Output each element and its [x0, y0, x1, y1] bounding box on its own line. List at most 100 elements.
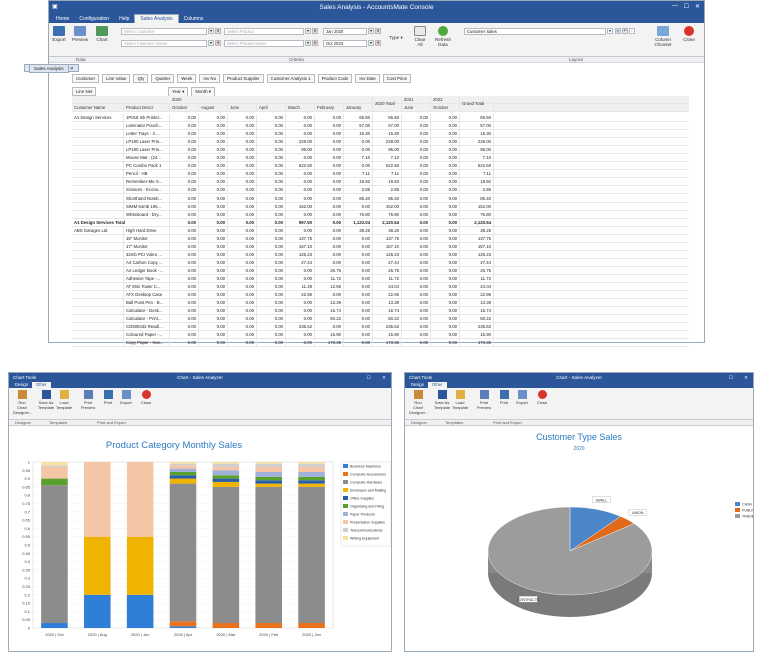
- product-cell[interactable]: Mouse Mat - (24...: [124, 154, 170, 163]
- value-cell[interactable]: 0.00: [402, 202, 431, 211]
- bar-segment[interactable]: [41, 465, 68, 467]
- bar-segment[interactable]: [255, 476, 282, 481]
- value-cell[interactable]: 0.00: [315, 138, 344, 147]
- value-cell[interactable]: 0.00: [431, 323, 460, 332]
- customer-cell[interactable]: [72, 291, 124, 300]
- value-cell[interactable]: 0.00: [431, 234, 460, 243]
- value-cell[interactable]: 0.00: [170, 242, 199, 251]
- value-cell[interactable]: 7.11: [460, 170, 494, 179]
- layout-dropdown-icon[interactable]: ▾: [607, 28, 613, 34]
- layout-combo[interactable]: Customer Sales: [464, 28, 606, 35]
- bar-segment[interactable]: [255, 623, 282, 628]
- value-cell[interactable]: 0.00: [431, 266, 460, 275]
- value-cell[interactable]: 228.00: [373, 138, 402, 147]
- customer-dropdown-icon[interactable]: ▾: [208, 28, 214, 34]
- value-cell[interactable]: 0.00: [199, 170, 228, 179]
- product-cell[interactable]: Copy Paper - Nov...: [124, 339, 170, 348]
- product-cell[interactable]: A4 Ledger Book -...: [124, 266, 170, 275]
- value-cell[interactable]: 38.25: [460, 226, 494, 235]
- value-cell[interactable]: 0.00: [199, 331, 228, 340]
- value-cell[interactable]: 0.00: [431, 250, 460, 259]
- bar-segment[interactable]: [212, 478, 240, 482]
- value-cell[interactable]: 0.00: [228, 146, 257, 155]
- value-cell[interactable]: 0.00: [431, 178, 460, 187]
- value-cell[interactable]: 0.00: [199, 218, 228, 227]
- product-cell[interactable]: CD500432 Read/...: [124, 323, 170, 332]
- date-from-clear-icon[interactable]: ✕: [375, 28, 381, 34]
- chart_window_2-btn-3[interactable]: Print Preview: [475, 390, 493, 410]
- value-cell[interactable]: 0.00: [286, 114, 315, 122]
- value-cell[interactable]: 0.00: [199, 146, 228, 155]
- field-qty[interactable]: Qty: [133, 74, 149, 83]
- bar-segment[interactable]: [298, 476, 325, 481]
- value-cell[interactable]: 13.39: [460, 299, 494, 308]
- value-cell[interactable]: 19.92: [373, 178, 402, 187]
- value-cell[interactable]: 22.95: [286, 291, 315, 300]
- value-cell[interactable]: 0.00: [344, 307, 373, 316]
- bar-segment[interactable]: [169, 626, 197, 628]
- product-cell[interactable]: A4 Carbon Copy ...: [124, 258, 170, 267]
- value-cell[interactable]: 0.00: [228, 299, 257, 308]
- bar-segment[interactable]: [298, 623, 325, 628]
- value-cell[interactable]: 0.00: [199, 299, 228, 308]
- product-cell[interactable]: ATX Desktop Case: [124, 291, 170, 300]
- bar-segment[interactable]: [41, 466, 68, 479]
- customer-clear-icon[interactable]: ✕: [215, 28, 221, 34]
- product-cell[interactable]: 32mb PCI Video ...: [124, 250, 170, 259]
- field-quarter[interactable]: Quarter: [151, 74, 175, 83]
- value-cell[interactable]: 0.00: [286, 194, 315, 203]
- product-cell[interactable]: Scissors - Econo...: [124, 186, 170, 195]
- product-name-clear-icon[interactable]: ✕: [312, 40, 318, 46]
- value-cell[interactable]: 126.23: [286, 250, 315, 259]
- value-cell[interactable]: 0.00: [431, 339, 460, 348]
- value-cell[interactable]: 0.00: [170, 234, 199, 243]
- field-inv-date[interactable]: Inv Date: [355, 74, 380, 83]
- value-cell[interactable]: 26.75: [315, 266, 344, 275]
- value-cell[interactable]: 0.00: [228, 178, 257, 187]
- value-cell[interactable]: 0.00: [228, 331, 257, 340]
- customer-cell[interactable]: [72, 186, 124, 195]
- value-cell[interactable]: 0.00: [170, 130, 199, 139]
- value-cell[interactable]: 27.44: [373, 258, 402, 267]
- bar-segment[interactable]: [84, 594, 111, 628]
- year-2021-header[interactable]: 2021: [402, 96, 431, 104]
- value-cell[interactable]: 0.00: [315, 194, 344, 203]
- value-cell[interactable]: 85.40: [373, 194, 402, 203]
- month-header[interactable]: August: [199, 104, 228, 112]
- product-cell[interactable]: Letter Trays - 3 ...: [124, 130, 170, 139]
- value-cell[interactable]: 16.74: [460, 307, 494, 316]
- value-cell[interactable]: 0.00: [257, 323, 286, 332]
- customer-cell[interactable]: [72, 307, 124, 316]
- value-cell[interactable]: 0.00: [257, 299, 286, 308]
- value-cell[interactable]: 0.00: [170, 323, 199, 332]
- value-cell[interactable]: 0.00: [199, 258, 228, 267]
- product-cell[interactable]: PC Combo Pack 1: [124, 162, 170, 171]
- value-cell[interactable]: 0.00: [170, 202, 199, 211]
- value-cell[interactable]: 0.00: [228, 218, 257, 227]
- bar-segment[interactable]: [255, 462, 282, 464]
- value-cell[interactable]: 0.00: [344, 266, 373, 275]
- value-cell[interactable]: 0.00: [431, 242, 460, 251]
- value-cell[interactable]: 13.39: [315, 299, 344, 308]
- value-cell[interactable]: 0.00: [228, 210, 257, 219]
- value-cell[interactable]: 0.00: [315, 291, 344, 300]
- select-customer-combo[interactable]: Select Customer: [121, 28, 207, 35]
- bar-segment[interactable]: [41, 462, 68, 466]
- value-cell[interactable]: 0.00: [402, 162, 431, 171]
- bar-segment[interactable]: [255, 480, 282, 484]
- chart1-tab-other[interactable]: Other: [32, 382, 51, 388]
- value-cell[interactable]: 95.00: [373, 146, 402, 155]
- value-cell[interactable]: 0.00: [402, 178, 431, 187]
- value-cell[interactable]: 0.00: [199, 122, 228, 131]
- bar-segment[interactable]: [212, 463, 240, 467]
- value-cell[interactable]: 0.00: [344, 275, 373, 283]
- close-button[interactable]: Close: [681, 26, 697, 42]
- date-to-combo[interactable]: Oct 2023: [323, 40, 367, 47]
- value-cell[interactable]: 0.00: [228, 234, 257, 243]
- product-cell[interactable]: Coloured Paper -...: [124, 331, 170, 340]
- value-cell[interactable]: 0.00: [257, 291, 286, 300]
- customer-cell[interactable]: [72, 242, 124, 251]
- value-cell[interactable]: 2.85: [373, 186, 402, 195]
- product-cell[interactable]: Adhesive Tape -...: [124, 275, 170, 283]
- value-cell[interactable]: 0.00: [402, 242, 431, 251]
